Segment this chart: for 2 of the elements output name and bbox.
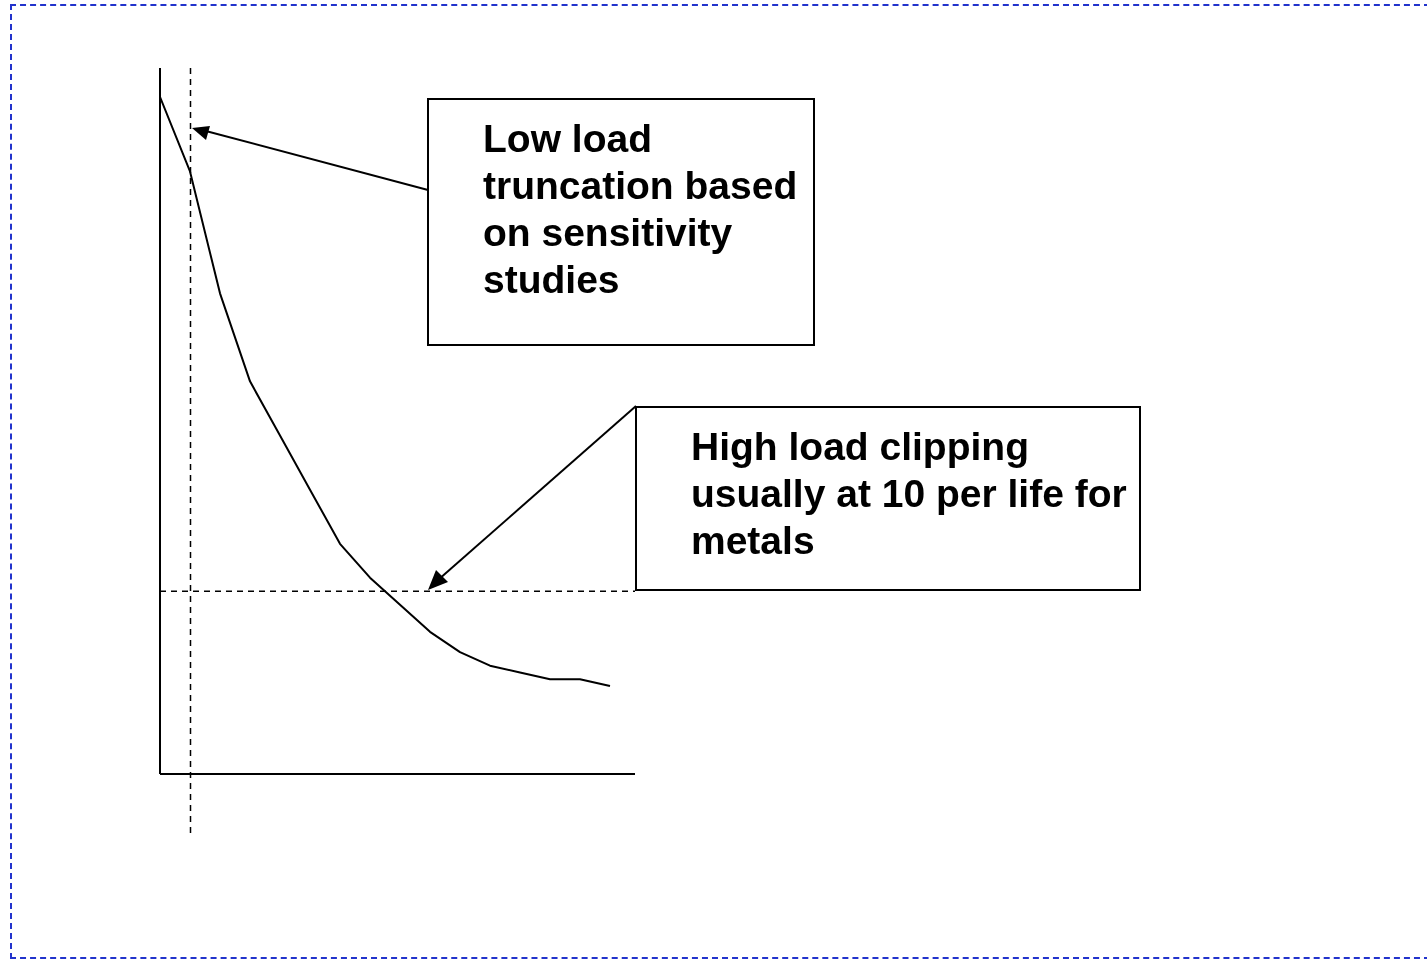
text: High load clipping usually at 10 per life for metals — [635, 406, 1141, 591]
annotation: Low load truncation based on sensitivity studies — [427, 98, 815, 346]
